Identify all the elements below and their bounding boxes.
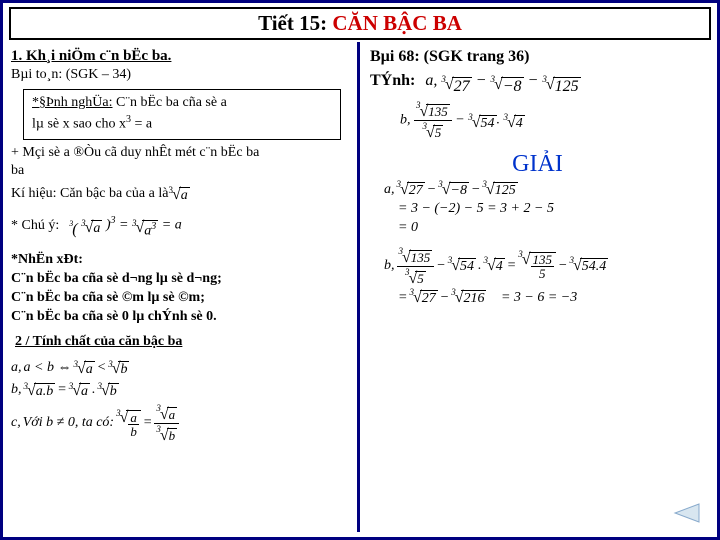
section-1-title: 1. Kh¸i niÖm c¨n bËc ba. — [11, 46, 349, 66]
cube-root-a-icon: 3√a — [168, 187, 189, 203]
bai-toan-ref: Bµi to¸n: (SGK – 34) — [11, 66, 349, 85]
bai-68-header: Bµi 68: (SGK trang 36) — [370, 48, 709, 66]
two-column-layout: 1. Kh¸i niÖm c¨n bËc ba. Bµi to¸n: (SGK … — [3, 42, 717, 532]
nhan-xet-label: *NhËn xÐt: — [11, 251, 349, 270]
definition-text-1: C¨n bËc ba cña sè a — [113, 95, 227, 110]
definition-label: *§Þnh nghÜa: — [32, 95, 113, 110]
left-column: 1. Kh¸i niÖm c¨n bËc ba. Bµi to¸n: (SGK … — [5, 42, 360, 532]
giai-heading: GIẢI — [366, 151, 709, 178]
problem-b-statement: b, 3√135 3√5 − 3√54. 3√4 — [400, 100, 709, 141]
property-a: a, a < b ⇔ 3√a < 3√b — [11, 359, 349, 378]
chu-y-formula: 3( 3√a )3 = 3√a3 = a — [69, 214, 181, 239]
notation-row: Kí hiệu: Căn bậc ba của a là 3√a — [11, 185, 349, 204]
section-2-link-row: 2 / Tính chất của căn bậc ba — [15, 333, 349, 352]
uniqueness-note: + Mçi sè a ®Òu cã duy nhÊt mét c¨n bËc b… — [11, 144, 349, 163]
chu-y-row: * Chú ý: 3( 3√a )3 = 3√a3 = a — [11, 214, 349, 239]
prev-slide-button[interactable] — [669, 502, 703, 529]
notation-label: Kí hiệu: Căn bậc ba của a là — [11, 185, 168, 204]
title-prefix: Tiết 15: — [258, 11, 327, 35]
lesson-title-bar: Tiết 15: CĂN BẬC BA — [9, 7, 711, 40]
chu-y-label: * Chú ý: — [11, 217, 59, 236]
nx-1: C¨n bËc ba cña sè d­¬ng lµ sè d­¬ng; — [11, 270, 349, 289]
title-main: CĂN BẬC BA — [332, 11, 462, 35]
property-b: b, 3√a.b = 3√a . 3√b — [11, 381, 349, 400]
triangle-left-icon — [669, 502, 703, 524]
tinh-label: TÝnh: a, 3√27 − 3√−8 − 3√125 — [370, 72, 709, 96]
definition-text-2a: lµ sè x sao cho x — [32, 117, 126, 132]
solution-a: a, 3√27 − 3√−8 − 3√125 = 3 − (−2) − 5 = … — [384, 182, 709, 236]
nx-3: C¨n bËc ba cña sè 0 lµ chÝnh sè 0. — [11, 308, 349, 327]
nx-2: C¨n bËc ba cña sè ©m lµ sè ©m; — [11, 289, 349, 308]
section-2-link[interactable]: 2 / Tính chất của căn bậc ba — [15, 334, 182, 349]
solution-b: b, 3√135 3√5 − 3√54. 3√4 = 3√ 1355 − 3√5… — [384, 246, 709, 306]
note-ba: ba — [11, 162, 349, 181]
solution-a-step1: = 3 − (−2) − 5 = 3 + 2 − 5 — [398, 201, 709, 217]
prop-c-label: c, — [11, 414, 21, 433]
definition-box: *§Þnh nghÜa: C¨n bËc ba cña sè a lµ sè x… — [23, 89, 341, 139]
property-c: c, Với b ≠ 0, ta có: 3√ ab = 3√a 3√b — [11, 403, 349, 444]
right-column: Bµi 68: (SGK trang 36) TÝnh: a, 3√27 − 3… — [360, 42, 715, 532]
solution-a-step2: = 0 — [398, 220, 709, 236]
definition-text-2b: = a — [131, 117, 152, 132]
